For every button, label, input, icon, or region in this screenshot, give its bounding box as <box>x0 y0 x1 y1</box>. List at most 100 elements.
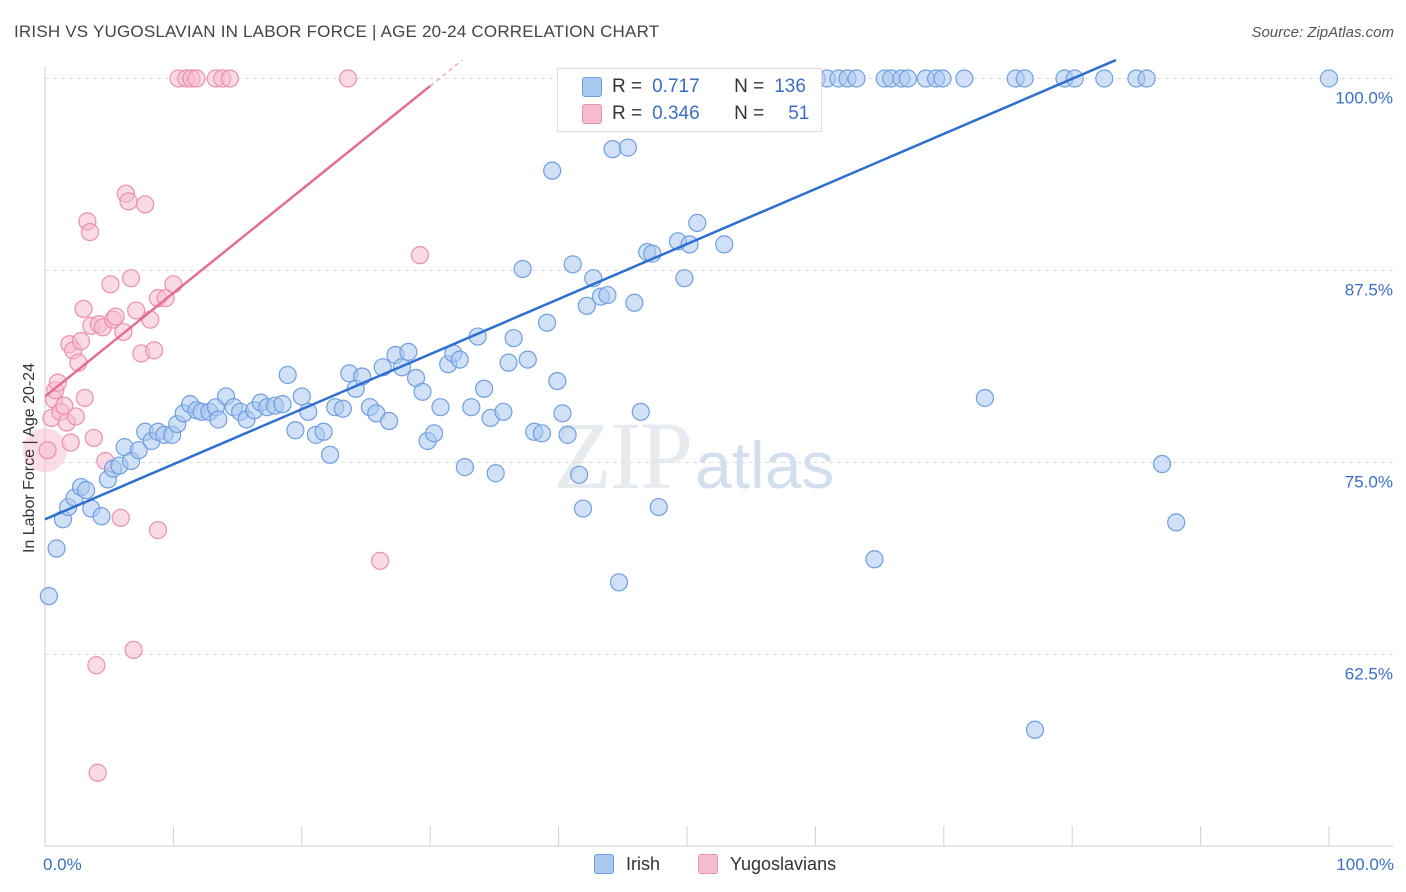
yugoslavian-points <box>23 69 430 782</box>
irish-point-84 <box>573 499 593 518</box>
irish-point-102 <box>688 213 707 232</box>
irish-point-42 <box>314 422 333 441</box>
yugoslavians-swatch <box>582 104 602 124</box>
irish-point-137 <box>1152 454 1172 474</box>
irish-point-126 <box>933 69 952 88</box>
irish-point-39 <box>292 387 311 406</box>
legend-row-yugoslavians: R = 0.346 N = 51 <box>582 102 809 126</box>
yugoslavians-point-42 <box>164 275 183 294</box>
yugoslavians-point-9 <box>61 433 80 452</box>
irish-point-77 <box>537 313 557 332</box>
irish-r-label: R = <box>612 76 643 97</box>
irish-swatch <box>582 77 602 97</box>
irish-legend-swatch <box>594 854 614 874</box>
tick-labels: 100.0% 87.5% 75.0% 62.5% 0.0% 100.0% <box>43 89 1394 875</box>
irish-point-38 <box>286 421 305 440</box>
watermark-atlas: atlas <box>695 428 835 502</box>
irish-point-82 <box>563 255 582 274</box>
yugoslavians-point-37 <box>141 310 160 329</box>
yugoslavians-point-34 <box>127 301 146 320</box>
x-tick-label-0: 0.0% <box>43 855 82 874</box>
yugoslavians-point-0 <box>38 441 57 460</box>
irish-point-118 <box>847 69 866 88</box>
irish-point-55 <box>399 342 418 362</box>
legend-item-yugoslavians[interactable]: Yugoslavians <box>698 852 836 876</box>
yugoslavians-point-27 <box>106 307 125 326</box>
irish-point-89 <box>603 140 622 159</box>
irish-point-67 <box>475 379 494 398</box>
yugoslavians-point-4 <box>48 373 67 392</box>
irish-point-85 <box>577 296 596 315</box>
irish-point-52 <box>380 411 399 431</box>
yugoslavians-point-51 <box>371 551 390 570</box>
yugoslavians-point-40 <box>148 520 168 540</box>
irish-point-139 <box>1319 69 1339 88</box>
irish-point-123 <box>898 69 917 88</box>
irish-point-76 <box>532 424 552 443</box>
irish-point-37 <box>278 365 297 385</box>
yugoslavians-point-17 <box>80 223 100 242</box>
yugoslavians-n-label: N = <box>734 103 765 124</box>
yugoslavians-r-label: R = <box>612 103 643 124</box>
y-tick-label-2: 75.0% <box>1345 473 1393 492</box>
irish-point-78 <box>543 161 562 180</box>
yugoslavians-point-14 <box>74 299 93 318</box>
irish-point-72 <box>504 328 523 348</box>
irish-n-label: N = <box>734 76 765 97</box>
irish-point-59 <box>424 424 444 443</box>
irish-point-100 <box>675 269 694 288</box>
irish-point-57 <box>413 382 432 401</box>
yugoslavians-point-15 <box>75 388 94 408</box>
yugoslavians-n-value: 51 <box>788 103 810 124</box>
yugoslavians-trend-extension <box>429 59 463 87</box>
yugoslavians-point-46 <box>187 69 206 88</box>
yugoslavians-point-25 <box>101 275 120 294</box>
legend-row-irish: R = 0.717 N = 136 <box>582 75 806 99</box>
irish-r-value: 0.717 <box>652 76 700 97</box>
yugoslavians-point-33 <box>124 640 143 659</box>
yugoslavians-point-13 <box>71 332 91 351</box>
yugoslavians-point-28 <box>111 508 130 527</box>
grid-lines <box>45 78 1393 655</box>
yugoslavians-trend-line <box>44 84 431 398</box>
irish-point-74 <box>518 350 537 369</box>
irish-point-81 <box>558 425 577 444</box>
irish-point-0 <box>39 587 58 606</box>
irish-point-83 <box>570 465 589 484</box>
trend-lines <box>44 58 1117 521</box>
irish-point-80 <box>553 404 572 423</box>
yugoslavians-legend-swatch <box>698 854 718 874</box>
irish-point-88 <box>598 285 617 305</box>
source-credit: Source: ZipAtlas.com <box>1251 24 1394 41</box>
irish-point-127 <box>955 69 974 88</box>
chart-title: IRISH VS YUGOSLAVIAN IN LABOR FORCE | AG… <box>14 22 660 41</box>
yugoslavians-point-49 <box>220 69 239 88</box>
stats-legend: R = 0.717 N = 136 R = 0.346 N = 51 <box>557 68 822 132</box>
x-tick-label-1: 100.0% <box>1336 855 1394 874</box>
irish-point-136 <box>1137 69 1156 88</box>
irish-point-27 <box>209 410 228 429</box>
irish-point-138 <box>1167 513 1186 532</box>
zipatlas-watermark: ZIPatlas <box>553 400 834 511</box>
irish-point-92 <box>625 293 644 312</box>
yugoslavians-point-32 <box>121 269 141 288</box>
irish-point-70 <box>494 402 513 421</box>
irish-point-64 <box>455 458 474 477</box>
irish-point-93 <box>631 402 650 421</box>
y-tick-label-1: 87.5% <box>1345 281 1393 300</box>
irish-point-6 <box>76 481 96 500</box>
yugoslavians-point-21 <box>88 763 107 782</box>
irish-point-128 <box>975 388 994 408</box>
irish-point-130 <box>1015 69 1034 88</box>
legend-item-irish[interactable]: Irish <box>594 852 660 876</box>
irish-trend-line <box>44 58 1117 521</box>
yugoslavians-point-11 <box>66 407 85 426</box>
yugoslavians-point-19 <box>84 428 103 448</box>
watermark-zip: ZIP <box>553 402 693 509</box>
irish-n-value: 136 <box>774 76 806 97</box>
irish-point-60 <box>431 398 450 417</box>
irish-point-96 <box>649 497 668 517</box>
irish-point-73 <box>513 259 532 279</box>
irish-point-69 <box>486 464 505 483</box>
